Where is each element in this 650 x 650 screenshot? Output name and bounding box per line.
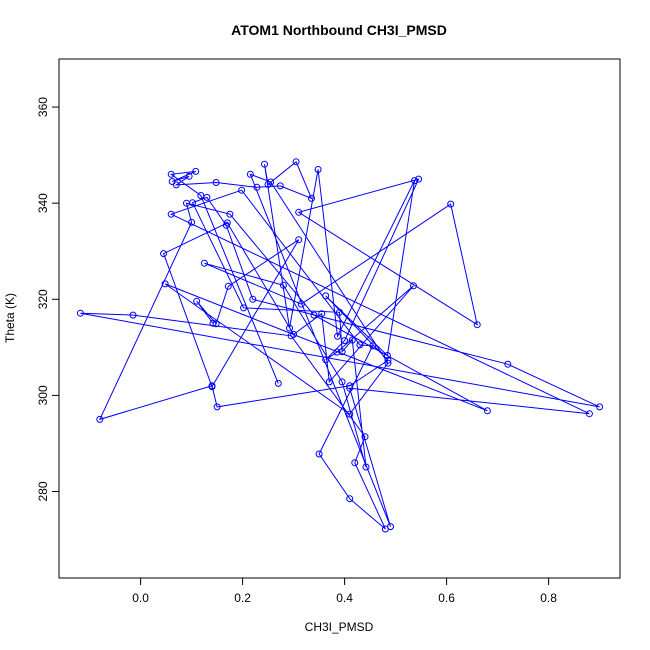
data-point: [585, 410, 593, 418]
x-tick-label: 0.8: [540, 591, 557, 605]
data-point: [276, 182, 284, 190]
data-point: [274, 379, 282, 387]
data-point: [473, 321, 481, 329]
x-tick-label: 0.6: [438, 591, 455, 605]
data-point: [356, 341, 364, 349]
data-point: [188, 218, 196, 226]
data-point: [504, 360, 512, 368]
data-point: [189, 199, 197, 207]
x-tick-label: 0.2: [234, 591, 251, 605]
data-point: [226, 210, 234, 218]
data-point: [310, 311, 318, 319]
data-point: [212, 320, 220, 328]
data-point: [362, 463, 370, 471]
data-point: [381, 525, 389, 533]
data-point: [168, 178, 176, 185]
data-point: [447, 200, 455, 208]
x-tick-label: 0.4: [336, 591, 353, 605]
data-point: [292, 158, 300, 166]
data-point: [200, 259, 208, 267]
data-point: [410, 282, 417, 290]
data-point: [249, 295, 257, 303]
data-point: [185, 172, 193, 180]
data-point: [167, 210, 175, 218]
data-point: [346, 382, 354, 390]
data-point: [212, 179, 220, 186]
data-point: [308, 194, 315, 202]
data-point: [415, 175, 423, 183]
y-tick-label: 320: [36, 289, 50, 309]
data-point: [333, 348, 341, 356]
y-axis: 280 300 320 340 360: [36, 97, 59, 502]
data-point: [315, 450, 323, 458]
data-point: [197, 192, 205, 199]
data-point: [322, 356, 330, 364]
data-point: [314, 166, 322, 173]
data-point: [76, 309, 84, 317]
plot-frame: [58, 58, 621, 579]
data-point: [129, 311, 137, 319]
data-point: [167, 170, 175, 178]
y-axis-label: Theta (K): [3, 293, 17, 343]
data-point: [261, 160, 268, 168]
data-point: [336, 308, 343, 316]
data-point: [224, 282, 232, 290]
data-point: [322, 292, 330, 300]
data-point: [209, 319, 217, 327]
data-point: [341, 337, 349, 345]
data-point: [384, 356, 392, 364]
data-point: [338, 348, 346, 356]
data-point: [279, 281, 287, 289]
y-tick-label: 340: [36, 193, 50, 213]
data-point: [267, 178, 275, 186]
x-axis: 0.0 0.2 0.4 0.6 0.8: [132, 578, 557, 605]
data-point: [295, 208, 303, 216]
series-layer: [76, 158, 604, 533]
data-point: [596, 403, 604, 411]
data-point: [297, 300, 305, 308]
data-point: [325, 378, 333, 386]
data-point: [369, 342, 377, 350]
data-point: [193, 297, 201, 305]
data-point: [384, 359, 392, 367]
data-point: [223, 219, 231, 227]
series-line: [80, 160, 600, 530]
data-point: [161, 280, 169, 288]
data-point: [240, 304, 248, 312]
data-point: [295, 236, 303, 244]
data-point: [346, 410, 354, 418]
data-point: [96, 415, 104, 423]
data-point: [203, 193, 211, 201]
x-tick-label: 0.0: [132, 591, 149, 605]
data-point: [483, 407, 491, 415]
data-point: [290, 330, 298, 338]
data-point: [246, 170, 254, 178]
data-point: [346, 384, 354, 392]
chart-title: ATOM1 Northbound CH3I_PMSD: [231, 22, 447, 38]
y-tick-label: 280: [36, 481, 50, 501]
data-point: [192, 167, 200, 175]
data-point: [348, 336, 356, 344]
data-point: [346, 495, 354, 503]
y-tick-label: 360: [36, 97, 50, 117]
data-point: [160, 250, 168, 258]
data-point: [172, 181, 180, 189]
data-point: [208, 383, 216, 391]
data-point: [338, 378, 346, 386]
data-point: [361, 433, 369, 441]
data-point: [238, 186, 246, 194]
data-point: [213, 403, 221, 411]
data-point: [411, 177, 418, 185]
data-point: [286, 324, 293, 332]
data-point: [253, 183, 261, 191]
data-point: [334, 332, 341, 340]
data-point: [318, 310, 326, 318]
data-point: [383, 352, 391, 359]
x-axis-label: CH3I_PMSD: [305, 620, 374, 634]
y-tick-label: 300: [36, 385, 50, 405]
data-point: [351, 459, 359, 467]
